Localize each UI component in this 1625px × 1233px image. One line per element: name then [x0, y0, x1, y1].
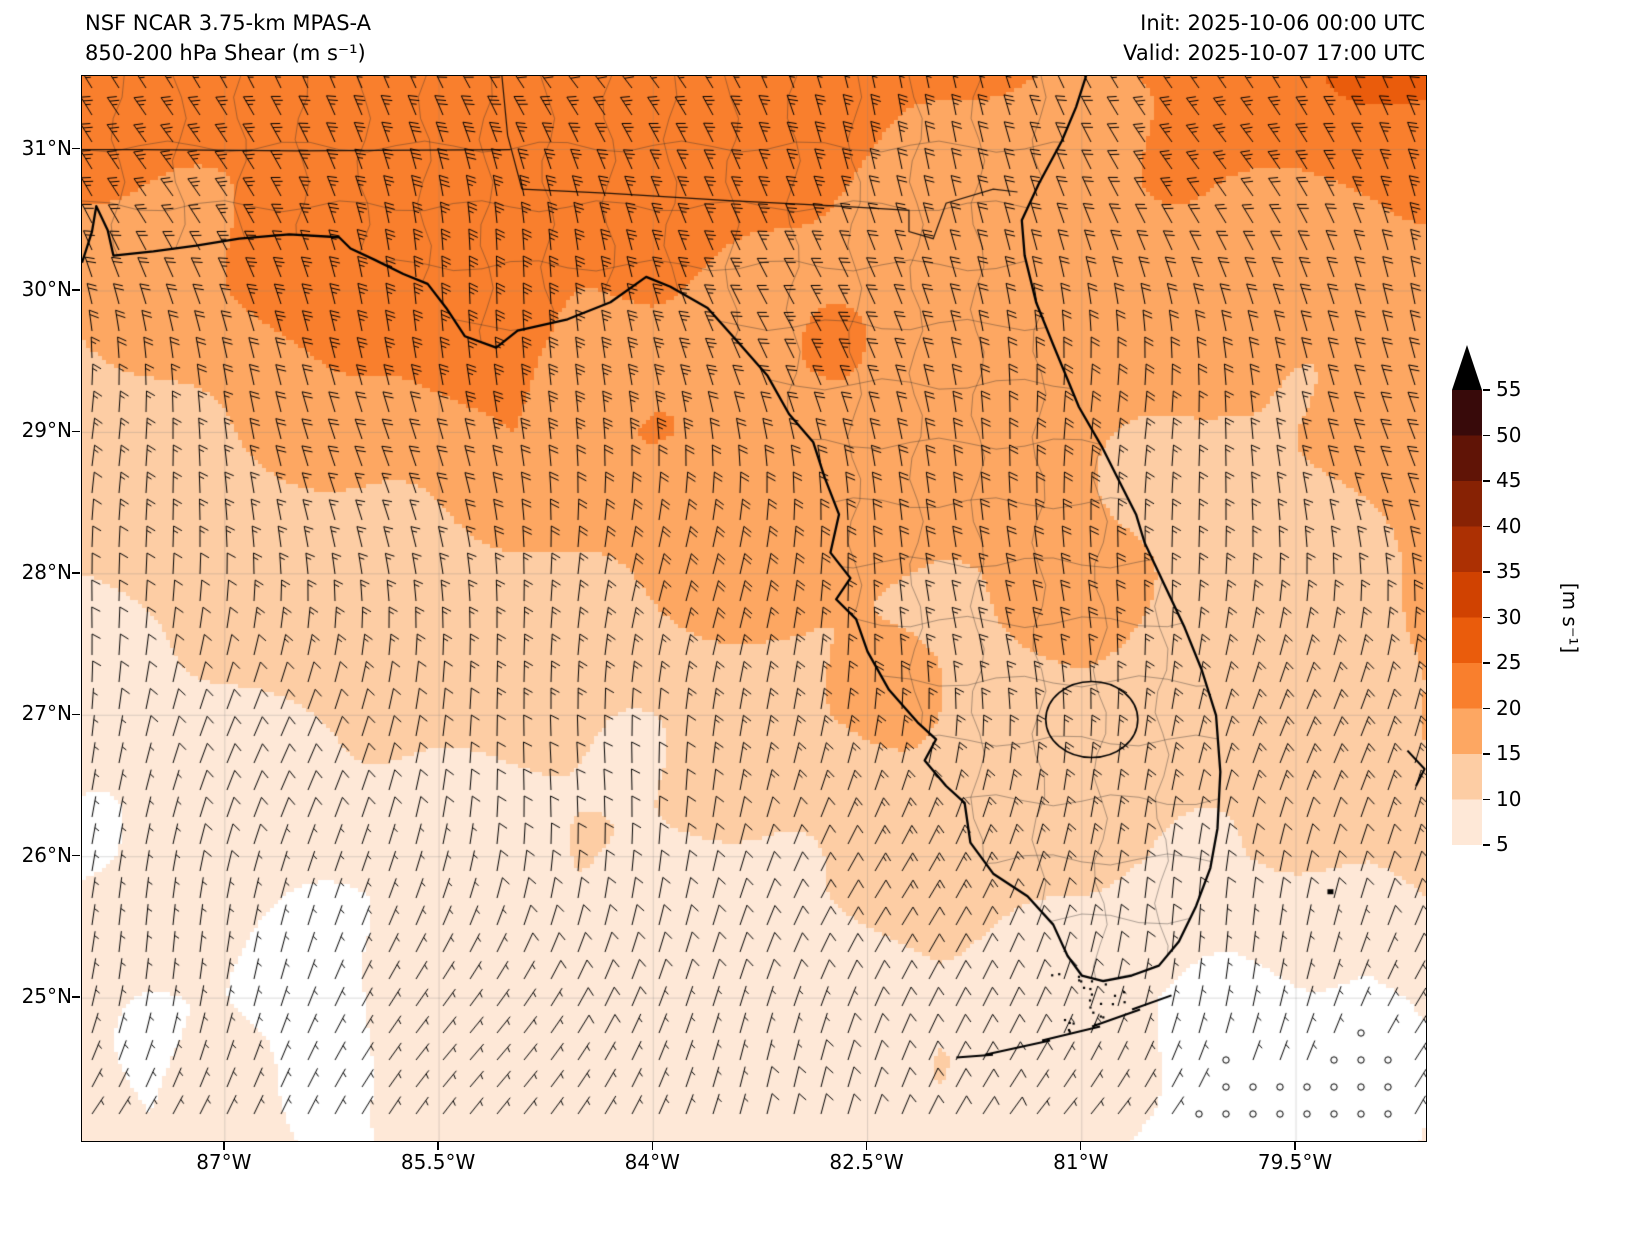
lon-tick-label: 79.5°W — [1235, 1150, 1355, 1174]
valid-time: Valid: 2025-10-07 17:00 UTC — [900, 38, 1425, 68]
lat-tick-mark — [72, 431, 80, 432]
model-title: NSF NCAR 3.75-km MPAS-A — [85, 8, 371, 38]
init-time: Init: 2025-10-06 00:00 UTC — [900, 8, 1425, 38]
lat-tick-label: 28°N — [0, 560, 72, 584]
lon-tick-label: 84°W — [592, 1150, 712, 1174]
time-block: Init: 2025-10-06 00:00 UTC Valid: 2025-1… — [900, 8, 1425, 68]
lat-tick-mark — [72, 714, 80, 715]
colorbar-tick-mark — [1483, 753, 1490, 754]
colorbar-gradient — [1452, 345, 1482, 890]
title-block: NSF NCAR 3.75-km MPAS-A 850-200 hPa Shea… — [85, 8, 371, 68]
colorbar-tick-label: 35 — [1496, 559, 1521, 583]
colorbar: 5 10 15 20 25 30 35 40 45 50 55 [m s⁻¹] — [1452, 345, 1625, 890]
colorbar-tick-mark — [1483, 435, 1490, 436]
colorbar-tick-mark — [1483, 617, 1490, 618]
colorbar-tick-mark — [1483, 480, 1490, 481]
lon-tick-mark — [652, 1142, 653, 1150]
lat-tick-label: 26°N — [0, 843, 72, 867]
colorbar-tick-mark — [1483, 571, 1490, 572]
colorbar-tick-label: 30 — [1496, 605, 1521, 629]
forecast-figure: NSF NCAR 3.75-km MPAS-A 850-200 hPa Shea… — [0, 0, 1625, 1233]
product-title: 850-200 hPa Shear (m s⁻¹) — [85, 38, 371, 68]
colorbar-tick-mark — [1483, 799, 1490, 800]
colorbar-tick-mark — [1483, 526, 1490, 527]
lon-tick-mark — [1294, 1142, 1295, 1150]
colorbar-tick-mark — [1483, 844, 1490, 845]
colorbar-tick-label: 40 — [1496, 514, 1521, 538]
lat-tick-mark — [72, 855, 80, 856]
lat-tick-label: 27°N — [0, 701, 72, 725]
colorbar-tick-label: 15 — [1496, 741, 1521, 765]
colorbar-tick-label: 20 — [1496, 696, 1521, 720]
colorbar-tick-mark — [1483, 389, 1490, 390]
colorbar-tick-mark — [1483, 662, 1490, 663]
lon-tick-label: 87°W — [164, 1150, 284, 1174]
lon-tick-label: 82.5°W — [807, 1150, 927, 1174]
colorbar-unit-label: [m s⁻¹] — [1558, 582, 1582, 652]
map-canvas — [82, 76, 1426, 1141]
lat-tick-label: 25°N — [0, 984, 72, 1008]
map-plot — [81, 75, 1427, 1142]
lat-tick-mark — [72, 289, 80, 290]
colorbar-tick-label: 50 — [1496, 423, 1521, 447]
lon-tick-mark — [1080, 1142, 1081, 1150]
colorbar-tick-label: 45 — [1496, 468, 1521, 492]
lon-tick-label: 85.5°W — [378, 1150, 498, 1174]
colorbar-tick-label: 10 — [1496, 787, 1521, 811]
colorbar-tick-mark — [1483, 708, 1490, 709]
lon-tick-mark — [223, 1142, 224, 1150]
lat-tick-mark — [72, 148, 80, 149]
lon-tick-mark — [437, 1142, 438, 1150]
lat-tick-label: 31°N — [0, 136, 72, 160]
lat-tick-mark — [72, 572, 80, 573]
colorbar-tick-label: 5 — [1496, 832, 1509, 856]
colorbar-tick-label: 25 — [1496, 650, 1521, 674]
lon-tick-label: 81°W — [1021, 1150, 1141, 1174]
lat-tick-mark — [72, 996, 80, 997]
lat-tick-label: 29°N — [0, 418, 72, 442]
lat-tick-label: 30°N — [0, 277, 72, 301]
colorbar-tick-label: 55 — [1496, 377, 1521, 401]
lon-tick-mark — [866, 1142, 867, 1150]
